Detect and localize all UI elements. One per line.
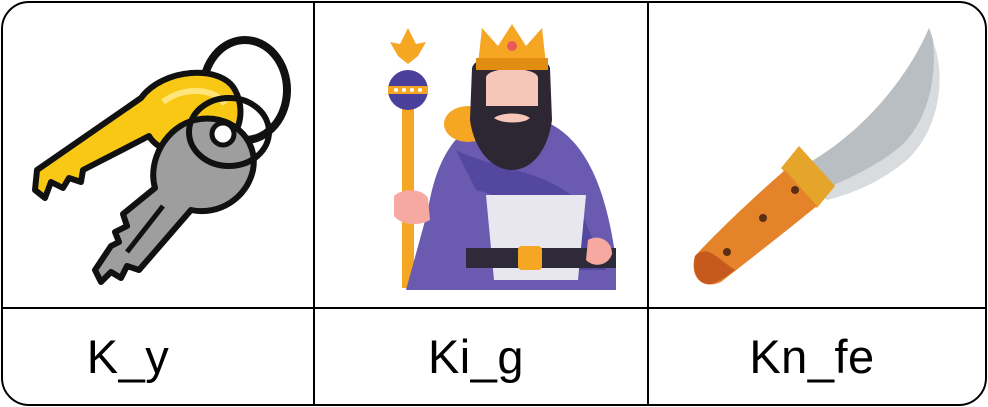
- word-cell-1: K_y: [3, 309, 315, 404]
- picture-cell-keys: [3, 3, 315, 309]
- word-label: K_y: [86, 330, 170, 383]
- word-cell-3: Kn_fe: [649, 309, 985, 404]
- word-label: Kn_fe: [749, 330, 875, 383]
- picture-cell-knife: [649, 3, 985, 309]
- king-icon: [388, 24, 616, 290]
- keys-icon: [32, 36, 291, 285]
- word-cell-2: Ki_g: [315, 309, 649, 404]
- word-label: Ki_g: [427, 330, 525, 383]
- knife-icon: [693, 28, 940, 285]
- picture-cell-king: [315, 3, 649, 309]
